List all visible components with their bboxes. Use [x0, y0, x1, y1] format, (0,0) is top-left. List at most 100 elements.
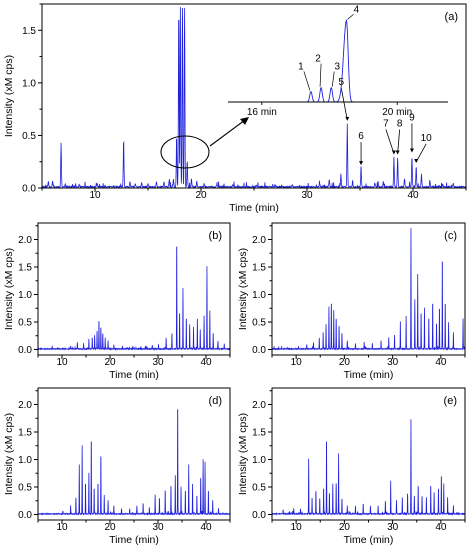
inset-peak-pointer — [303, 71, 311, 91]
x-tick-label: 20 — [195, 190, 207, 201]
x-tick-label: 30 — [152, 522, 164, 533]
inset-tick-label: 16 min — [247, 107, 277, 118]
x-tick-label: 20 — [104, 522, 116, 533]
peak-arrowhead — [345, 116, 350, 121]
y-tick-label: 1.5 — [18, 428, 32, 439]
peak-arrow — [385, 129, 395, 154]
chromatogram-trace — [38, 246, 230, 351]
inset-peak-pointer — [347, 14, 354, 20]
x-tick-label: 30 — [152, 357, 164, 368]
x-tick-label: 30 — [387, 522, 399, 533]
y-tick-label: 2.0 — [252, 400, 266, 411]
highlight-ellipse — [160, 135, 210, 169]
y-tick-label: 2.0 — [18, 235, 32, 246]
y-tick-label: 1.0 — [18, 290, 32, 301]
x-tick-label: 20 — [104, 357, 116, 368]
plot-frame — [41, 3, 467, 189]
peak-arrowhead — [391, 150, 396, 155]
x-tick-label: 20 — [339, 357, 351, 368]
x-tick-label: 10 — [291, 357, 303, 368]
y-tick-label: 1.0 — [18, 455, 32, 466]
x-axis-title: Time (min) — [229, 202, 279, 214]
panel-b: 10 20 30 40 0.0 0.5 1.0 1.5 2.0 Time (min) Intensi… — [3, 222, 231, 381]
peak-label-7: 7 — [383, 119, 389, 130]
peak-label-8: 8 — [397, 119, 403, 130]
y-tick-label: 0.0 — [18, 510, 32, 521]
y-tick-label: 0.0 — [252, 345, 266, 356]
y-axis-title: Intensity (xM cps) — [3, 248, 15, 330]
y-tick-label: 1.5 — [252, 428, 266, 439]
inset-peak-pointer — [319, 63, 322, 87]
chromatogram-trace — [272, 228, 465, 351]
peak-arrowhead — [395, 150, 400, 155]
x-tick-label: 10 — [56, 357, 68, 368]
y-tick-label: 0.0 — [18, 345, 32, 356]
peak-arrowhead — [409, 148, 414, 153]
x-tick-label: 10 — [89, 190, 101, 201]
y-tick-label: 1.0 — [252, 290, 266, 301]
inset-tick-label: 20 min — [382, 107, 412, 118]
y-tick-label: 0.5 — [18, 483, 32, 494]
x-axis-title: Time (min) — [109, 369, 159, 381]
y-axis-title: Intensity (xM cps) — [237, 248, 249, 330]
inset-peak-pointer — [331, 71, 335, 87]
x-tick-label: 30 — [301, 190, 313, 201]
zoom-arrowhead — [240, 117, 249, 125]
y-axis-title: Intensity (xM cps) — [237, 413, 249, 495]
y-tick-label: 0.0 — [252, 510, 266, 521]
y-tick-label: 1.5 — [252, 263, 266, 274]
peak-arrow — [397, 129, 401, 154]
chromatogram-trace — [38, 409, 230, 516]
x-axis-title: Time (min) — [344, 534, 394, 546]
panel-e: 10 20 30 40 0.0 0.5 1.0 1.5 2.0 Time (min) Intensi… — [237, 387, 466, 546]
plot-frame — [37, 222, 231, 356]
inset-zoom: 16 min 20 min 12 3 4 — [228, 4, 448, 118]
y-tick-label: 1.0 — [22, 78, 36, 89]
panel-label: (c) — [444, 230, 457, 242]
y-tick-label: 0.0 — [22, 184, 36, 195]
y-tick-label: 2.0 — [252, 235, 266, 246]
x-tick-label: 10 — [56, 522, 68, 533]
panel-c: 10 20 30 40 0.0 0.5 1.0 1.5 2.0 Time (min) Intensi… — [237, 222, 466, 381]
chromatogram-trace — [42, 7, 466, 188]
x-tick-label: 40 — [435, 522, 447, 533]
peak-arrowhead — [359, 161, 364, 166]
y-tick-label: 2.0 — [18, 400, 32, 411]
x-axis-title: Time (min) — [344, 369, 394, 381]
peak-label-6: 6 — [358, 131, 364, 142]
y-axis-title: Intensity (xM cps) — [3, 413, 15, 495]
plot-frame — [271, 387, 466, 521]
y-tick-label: 0.5 — [252, 483, 266, 494]
y-tick-label: 1.0 — [252, 455, 266, 466]
y-tick-label: 0.5 — [252, 318, 266, 329]
x-tick-label: 40 — [407, 190, 419, 201]
x-tick-label: 30 — [387, 357, 399, 368]
y-tick-label: 0.5 — [18, 318, 32, 329]
x-tick-label: 40 — [200, 357, 212, 368]
inset-peak-label-1: 1 — [298, 61, 304, 72]
x-tick-label: 40 — [435, 357, 447, 368]
peak-label-9: 9 — [409, 112, 415, 123]
y-tick-label: 1.5 — [22, 26, 36, 37]
x-axis-title: Time (min) — [109, 534, 159, 546]
x-tick-label: 40 — [200, 522, 212, 533]
panel-label: (a) — [445, 11, 458, 23]
peak-arrow — [340, 87, 348, 120]
panel-label: (d) — [209, 395, 222, 407]
y-axis-title: Intensity (xM cps) — [3, 55, 15, 137]
peak-arrowhead — [414, 158, 419, 163]
inset-peak-label-2: 2 — [315, 54, 321, 65]
panel-d: 10 20 30 40 0.0 0.5 1.0 1.5 2.0 Time (min) Intensi… — [3, 387, 231, 546]
inset-peak-label-3: 3 — [334, 62, 340, 73]
x-tick-label: 10 — [291, 522, 303, 533]
peak-label-10: 10 — [421, 133, 433, 144]
panel-a: 10 20 30 40 0.0 0.5 1.0 1.5 Time (min) Intensity … — [3, 3, 467, 214]
chromatogram-trace — [272, 419, 465, 516]
panel-label: (b) — [209, 230, 222, 242]
x-tick-label: 20 — [339, 522, 351, 533]
y-tick-label: 1.5 — [18, 263, 32, 274]
y-tick-label: 0.5 — [22, 131, 36, 142]
zoom-arrow — [209, 119, 246, 147]
inset-peak-label-4: 4 — [354, 4, 360, 15]
